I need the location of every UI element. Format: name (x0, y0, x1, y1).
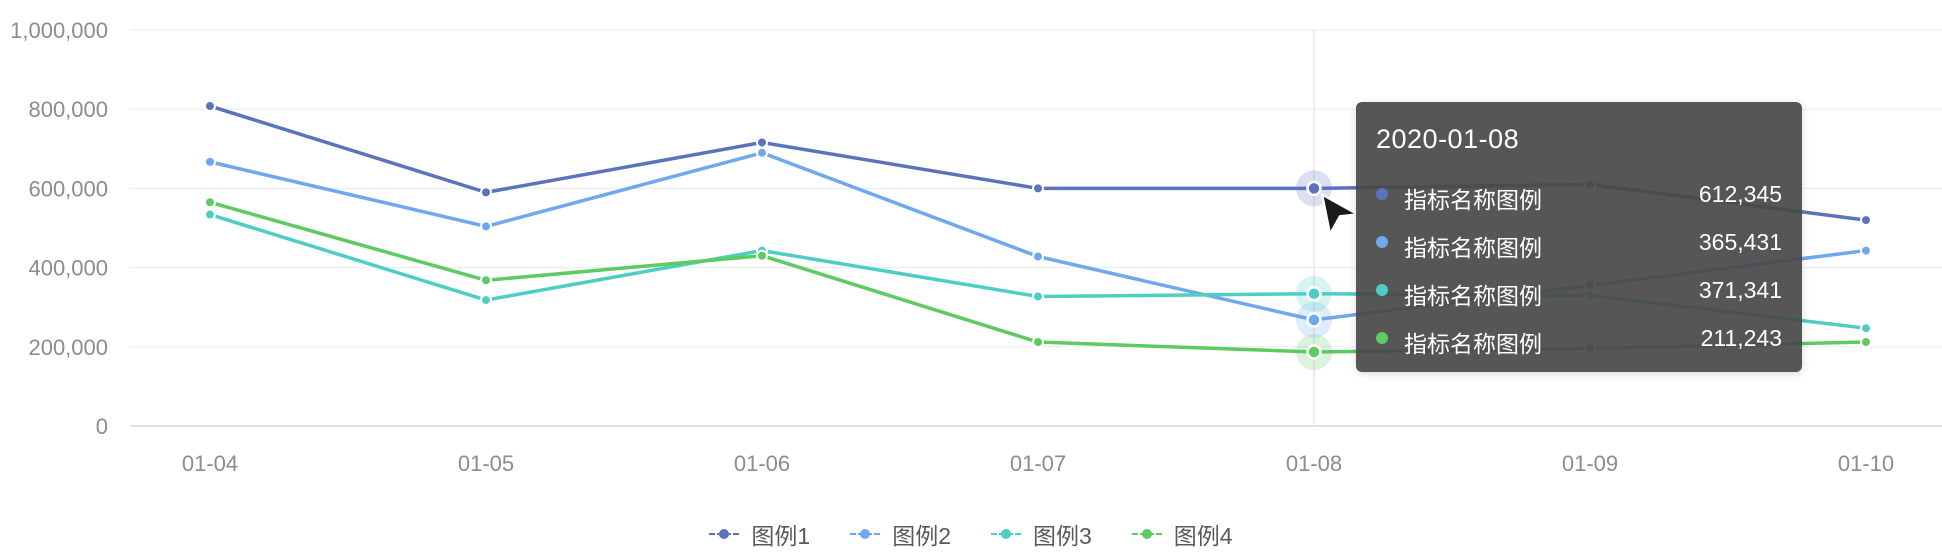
active-data-point (1306, 344, 1322, 360)
legend-marker-icon (991, 526, 1021, 542)
data-point (1032, 336, 1044, 349)
tooltip-series-dot (1376, 284, 1388, 296)
legend-label: 图例2 (892, 523, 951, 549)
data-point (480, 220, 492, 233)
x-tick-label: 01-07 (1010, 451, 1066, 476)
data-point (204, 208, 216, 221)
active-data-point (1306, 180, 1322, 197)
x-tick-label: 01-08 (1286, 451, 1342, 476)
x-tick-label: 01-09 (1562, 451, 1618, 476)
data-point (480, 274, 492, 287)
legend-item-1[interactable]: 图例1 (709, 518, 810, 550)
data-point (1860, 214, 1872, 227)
tooltip-row: 指标名称图例 211,243 (1376, 318, 1782, 358)
y-tick-label: 800,000 (28, 97, 108, 122)
data-point (756, 146, 768, 159)
legend-label: 图例3 (1033, 523, 1092, 549)
active-data-point (1306, 312, 1322, 328)
tooltip-series-value: 365,431 (1698, 229, 1782, 255)
y-tick-label: 1,000,000 (10, 18, 108, 43)
legend-marker-icon (850, 526, 881, 542)
data-point (1032, 250, 1044, 263)
y-tick-label: 600,000 (28, 176, 108, 201)
tooltip-series-name: 指标名称图例 (1404, 283, 1542, 309)
data-point (1032, 290, 1044, 303)
tooltip-series-value: 612,345 (1698, 181, 1782, 207)
data-point (756, 136, 768, 149)
data-point (204, 100, 216, 113)
legend-label: 图例1 (751, 523, 811, 549)
data-point (1032, 182, 1044, 195)
tooltip-row: 指标名称图例 371,341 (1376, 270, 1782, 310)
x-tick-label: 01-05 (458, 451, 514, 476)
chart-tooltip: 2020-01-08 指标名称图例 612,345 指标名称图例 365,431 指标名… (1356, 102, 1802, 372)
tooltip-series-value: 211,243 (1700, 325, 1782, 351)
data-point (1860, 322, 1872, 335)
data-point (204, 155, 216, 168)
legend-marker-icon (709, 526, 740, 542)
data-point (204, 196, 216, 209)
legend-item-2[interactable]: 图例2 (850, 518, 951, 550)
mouse-cursor-icon (1320, 193, 1360, 236)
y-tick-label: 200,000 (28, 335, 108, 360)
tooltip-series-dot (1376, 236, 1388, 248)
legend-marker-icon (1131, 526, 1162, 542)
data-point (1860, 244, 1872, 257)
data-point (480, 294, 492, 307)
tooltip-series-name: 指标名称图例 (1404, 331, 1542, 357)
x-tick-label: 01-10 (1838, 451, 1894, 476)
tooltip-title: 2020-01-08 (1376, 124, 1520, 154)
tooltip-series-dot (1376, 188, 1388, 200)
tooltip-series-name: 指标名称图例 (1404, 187, 1542, 213)
x-tick-label: 01-06 (734, 451, 790, 476)
x-tick-label: 01-04 (182, 451, 238, 476)
tooltip-series-value: 371,341 (1698, 277, 1782, 303)
chart-legend: 图例1 图例2 图例3 图例4 (0, 518, 1942, 550)
y-tick-label: 400,000 (28, 256, 108, 281)
data-point (480, 186, 492, 199)
legend-item-4[interactable]: 图例4 (1131, 518, 1233, 550)
data-point (756, 249, 768, 262)
y-tick-label: 0 (96, 414, 108, 439)
data-point (1860, 336, 1872, 349)
legend-label: 图例4 (1173, 523, 1233, 549)
active-data-point (1306, 285, 1322, 302)
tooltip-series-dot (1376, 332, 1388, 344)
legend-item-3[interactable]: 图例3 (991, 518, 1092, 550)
tooltip-series-name: 指标名称图例 (1404, 235, 1542, 261)
tooltip-row: 指标名称图例 612,345 (1376, 174, 1782, 214)
tooltip-row: 指标名称图例 365,431 (1376, 222, 1782, 262)
